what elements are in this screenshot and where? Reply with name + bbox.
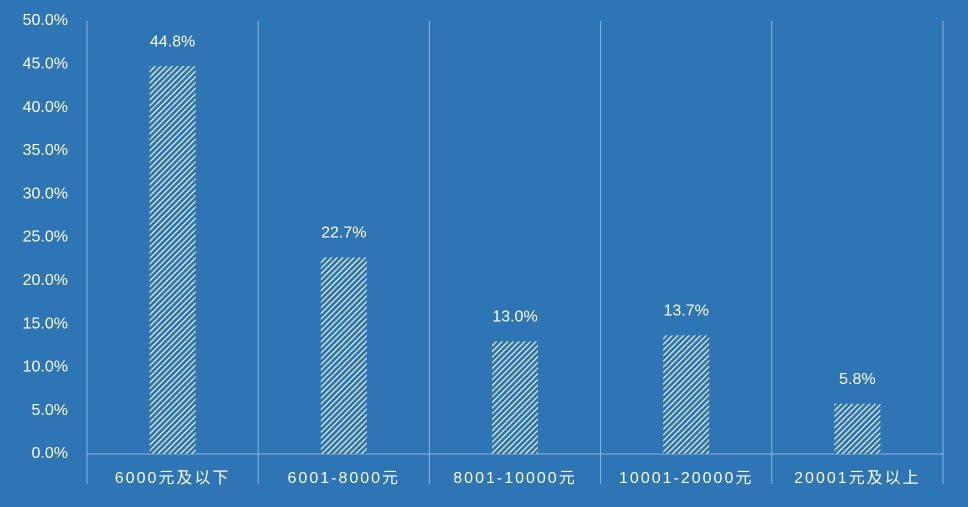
y-tick-label: 10.0% [23, 359, 68, 376]
value-label: 13.0% [492, 309, 537, 326]
x-tick-label: 6001-8000元 [288, 470, 401, 487]
x-tick-label: 6000元及以下 [115, 470, 231, 487]
x-tick-label: 8001-10000元 [453, 470, 576, 487]
y-tick-label: 25.0% [23, 229, 68, 246]
value-label: 13.7% [664, 303, 709, 320]
y-tick-label: 50.0% [23, 12, 68, 29]
x-tick-label: 20001元及以上 [794, 469, 921, 487]
x-tick-label: 10001-20000元 [619, 470, 753, 487]
y-tick-label: 0.0% [32, 445, 68, 462]
bar [320, 257, 367, 454]
y-tick-label: 5.0% [32, 402, 68, 419]
bar [492, 341, 538, 454]
bar [663, 335, 710, 454]
y-tick-label: 35.0% [23, 142, 68, 159]
y-tick-label: 40.0% [23, 99, 68, 116]
y-tick-label: 15.0% [23, 315, 68, 332]
bar [834, 403, 881, 454]
bar [149, 66, 196, 455]
y-tick-label: 45.0% [23, 56, 68, 73]
y-tick-label: 20.0% [23, 272, 68, 289]
value-label: 5.8% [839, 371, 875, 388]
value-label: 22.7% [321, 225, 366, 242]
value-label: 44.8% [150, 33, 195, 50]
y-tick-label: 30.0% [23, 185, 68, 202]
